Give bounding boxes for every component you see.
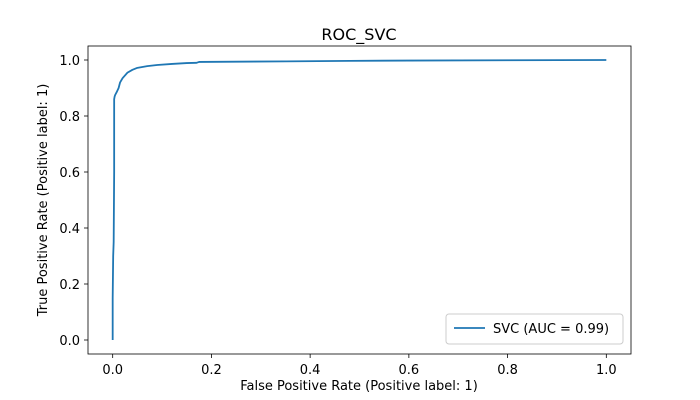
y-tick-label: 0.4 xyxy=(59,222,80,237)
legend-box xyxy=(445,313,624,345)
x-tick-label: 0.0 xyxy=(102,363,123,378)
y-tick-label: 0.6 xyxy=(59,166,80,181)
legend-label-svc: SVC (AUC = 0.99) xyxy=(493,322,609,337)
chart-title: ROC_SVC xyxy=(321,25,396,45)
plot-area-frame xyxy=(87,45,632,355)
x-tick-label: 1.0 xyxy=(596,363,617,378)
axis-ticks: 0.0 0.2 0.4 0.6 0.8 1.0 0.0 0.2 0.4 0.6 0.8 1.0 xyxy=(59,54,616,378)
legend: SVC (AUC = 0.99) xyxy=(445,313,624,345)
y-axis-label: True Positive Rate (Positive label: 1) xyxy=(36,84,51,318)
x-tick-label: 0.2 xyxy=(201,363,222,378)
roc-curve-line xyxy=(111,59,607,340)
x-tick-label: 0.6 xyxy=(399,363,420,378)
x-tick-label: 0.4 xyxy=(300,363,321,378)
x-axis-label: False Positive Rate (Positive label: 1) xyxy=(240,379,478,394)
y-tick-label: 1.0 xyxy=(59,54,80,69)
y-tick-label: 0.0 xyxy=(59,334,80,349)
y-tick-label: 0.8 xyxy=(59,110,80,125)
y-tick-label: 0.2 xyxy=(59,278,80,293)
x-tick-label: 0.8 xyxy=(497,363,518,378)
